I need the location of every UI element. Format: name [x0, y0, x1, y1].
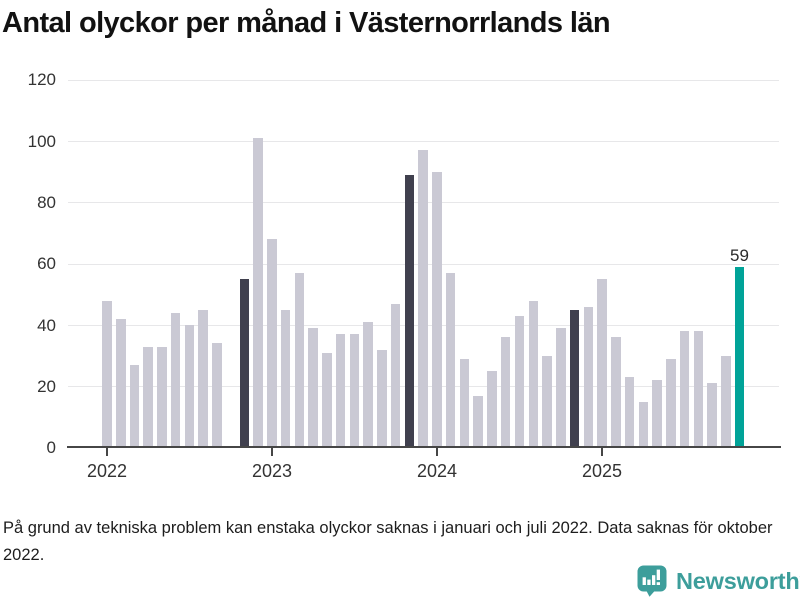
- bar-2024-3: [459, 358, 470, 448]
- bar-2025-2: [611, 337, 621, 448]
- newsworthy-logo: Newsworthy: [637, 565, 800, 597]
- y-tick-label-60: 60: [37, 254, 56, 274]
- bar-2025-3: [624, 377, 635, 448]
- bar-2022-6: [170, 312, 181, 448]
- latest-bar-value-label: 59: [730, 246, 749, 266]
- bar-2023-8: [363, 322, 373, 448]
- bar-2022-9: [212, 343, 222, 448]
- bar-2022-12: [253, 138, 263, 448]
- bar-2025-4: [638, 401, 649, 448]
- bar-2023-2: [280, 309, 291, 448]
- bar-2024-10: [556, 328, 566, 448]
- bar-2024-12: [583, 306, 594, 448]
- y-tick-label-0: 0: [46, 438, 56, 458]
- bar-2023-9: [377, 349, 387, 448]
- bar-2025-8: [693, 331, 704, 448]
- bar-2024-4: [473, 395, 483, 448]
- bar-2022-8: [198, 309, 208, 448]
- bar-2025-10: [721, 355, 731, 448]
- x-axis-line: [67, 445, 781, 449]
- chart-title: Antal olyckor per månad i Västernorrland…: [2, 7, 611, 39]
- bar-2025-1: [597, 279, 607, 448]
- bar-2023-10: [390, 303, 401, 448]
- bar-2023-4: [308, 328, 318, 448]
- x-tick-label-2025: 2025: [581, 461, 623, 481]
- gridline-100: [68, 141, 779, 143]
- newsworthy-wordmark: Newsworthy: [676, 567, 800, 594]
- x-tick-label-2024: 2024: [416, 461, 458, 481]
- bar-2025-9: [707, 383, 717, 448]
- bar-2024-2: [445, 272, 456, 448]
- bar-2023-5: [322, 352, 332, 448]
- bar-2024-9: [542, 355, 552, 448]
- bar-2023-6: [335, 334, 346, 448]
- y-tick-label-20: 20: [37, 376, 56, 396]
- bar-2024-8: [528, 300, 539, 448]
- gridline-120: [68, 79, 779, 81]
- x-tick-2022: [106, 448, 108, 456]
- bar-highlight-dark-2022-11: [239, 279, 250, 448]
- x-tick-2025: [601, 448, 603, 456]
- bar-2022-3: [129, 364, 140, 448]
- bar-2022-7: [184, 325, 195, 448]
- x-tick-2023: [271, 448, 273, 456]
- bar-2024-5: [487, 371, 497, 448]
- bar-2022-5: [157, 346, 167, 448]
- bar-2025-7: [679, 331, 690, 448]
- x-tick-2024: [436, 448, 438, 456]
- bar-highlight-dark-2023-11: [404, 174, 415, 448]
- bar-2025-5: [652, 380, 662, 448]
- bar-2023-7: [349, 334, 360, 448]
- bar-2025-6: [666, 358, 676, 448]
- bar-2024-7: [514, 315, 525, 448]
- bar-2023-3: [294, 272, 305, 448]
- y-tick-label-120: 120: [27, 70, 56, 90]
- bar-2022-1: [102, 300, 112, 448]
- y-tick-label-100: 100: [27, 131, 56, 151]
- y-tick-label-40: 40: [37, 315, 56, 335]
- bar-2023-1: [267, 239, 277, 448]
- newsworthy-speech-bubble-barchart-icon: [637, 565, 667, 597]
- footnote: På grund av tekniska problem kan enstaka…: [3, 519, 773, 564]
- bar-2024-1: [432, 171, 442, 448]
- x-tick-label-2023: 2023: [251, 461, 293, 481]
- bar-2023-12: [418, 150, 428, 448]
- bar-2022-4: [143, 346, 153, 448]
- y-tick-label-80: 80: [37, 192, 56, 212]
- x-tick-label-2022: 2022: [86, 461, 128, 481]
- bar-2024-6: [500, 337, 511, 448]
- bar-accent-latest-2025-11: [734, 266, 745, 448]
- bar-2022-2: [116, 318, 126, 448]
- bar-highlight-dark-2024-11: [569, 309, 580, 448]
